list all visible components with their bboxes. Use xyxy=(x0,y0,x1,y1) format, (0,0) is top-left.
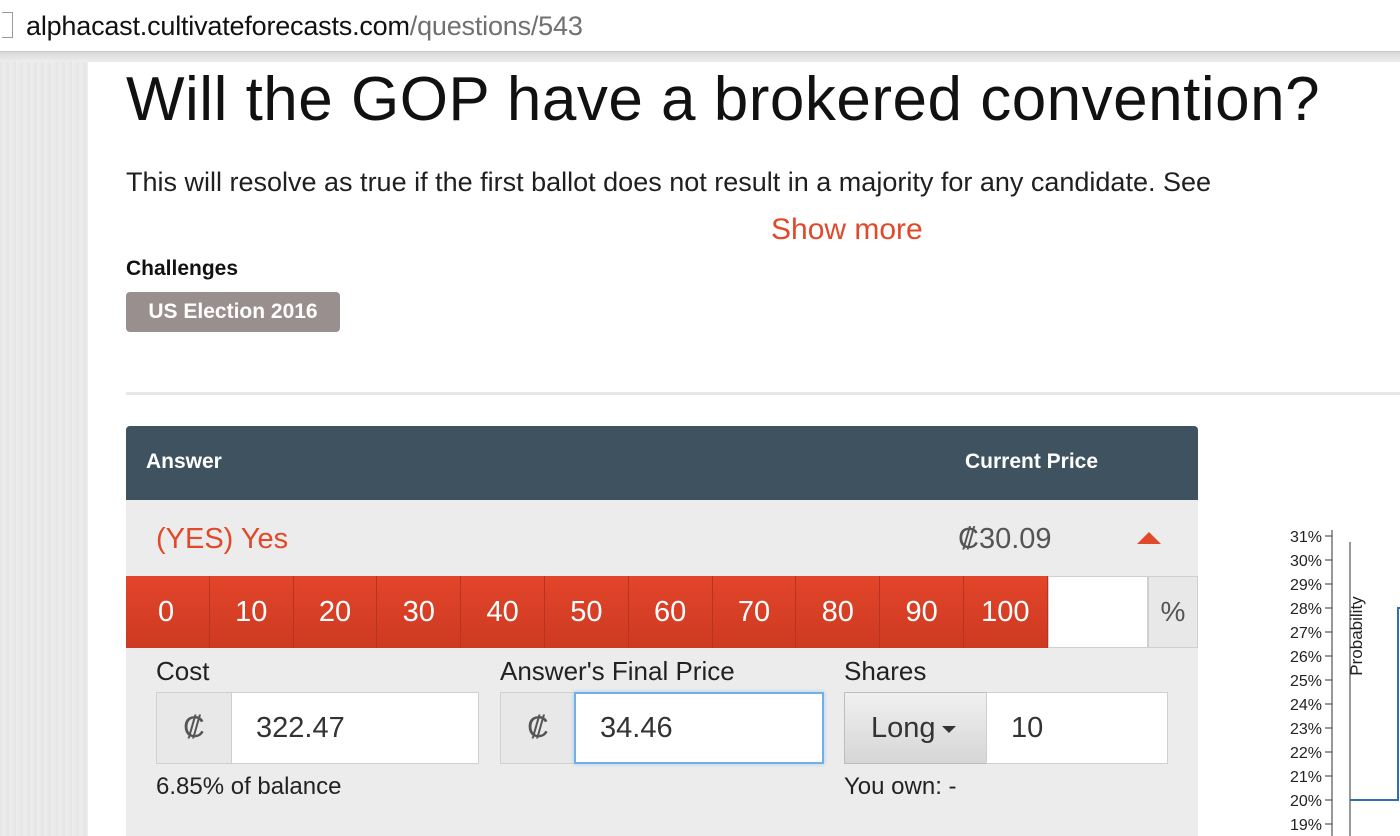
direction-dropdown[interactable]: Long xyxy=(844,692,987,764)
cost-currency-icon: ₡ xyxy=(156,692,232,764)
chart-y-tick-label: 26% xyxy=(1290,649,1322,666)
panel-header: Answer Current Price xyxy=(126,426,1198,500)
chart-y-tick-label: 31% xyxy=(1290,529,1322,546)
chart-y-tick-label: 21% xyxy=(1290,769,1322,786)
chart-y-tick-label: 28% xyxy=(1290,601,1322,618)
cost-input[interactable]: 322.47 xyxy=(231,692,479,764)
shares-input[interactable]: 10 xyxy=(986,692,1168,764)
question-description: This will resolve as true if the first b… xyxy=(126,167,1212,197)
prob-button-10[interactable]: 10 xyxy=(209,576,294,648)
owned-shares-note: You own: - xyxy=(844,773,957,800)
prob-button-0[interactable]: 0 xyxy=(126,576,210,648)
chart-ylabel: Probability xyxy=(1347,596,1366,676)
collapse-caret-icon[interactable] xyxy=(1137,532,1161,544)
prob-button-80[interactable]: 80 xyxy=(796,576,881,648)
chart-y-tick-label: 23% xyxy=(1290,721,1322,738)
prob-button-20[interactable]: 20 xyxy=(293,576,378,648)
cost-label: Cost xyxy=(156,656,210,686)
shares-label: Shares xyxy=(844,656,927,686)
left-background-strip xyxy=(0,62,88,836)
prob-button-60[interactable]: 60 xyxy=(628,576,713,648)
chart-y-tick-label: 19% xyxy=(1290,817,1322,834)
probability-button-bar: 0 10 20 30 40 50 60 70 80 90 100 xyxy=(126,576,1048,648)
prob-button-100[interactable]: 100 xyxy=(963,576,1048,648)
final-price-input[interactable]: 34.46 xyxy=(574,692,824,764)
header-current-price: Current Price xyxy=(965,450,1099,473)
header-answer: Answer xyxy=(146,450,222,473)
show-more-link[interactable]: Show more xyxy=(771,213,923,246)
toolbar-shadow xyxy=(0,52,1400,62)
page-icon xyxy=(2,12,13,38)
prob-button-40[interactable]: 40 xyxy=(461,576,545,648)
browser-url-bar[interactable]: alphacast.cultivateforecasts.com/questio… xyxy=(0,0,1400,52)
chart-y-tick-label: 22% xyxy=(1290,745,1322,762)
chart-y-tick-label: 30% xyxy=(1290,553,1322,570)
final-price-currency-icon: ₡ xyxy=(500,692,576,764)
chevron-down-icon xyxy=(941,725,956,733)
answer-label[interactable]: (YES) Yes xyxy=(156,523,289,555)
challenges-label: Challenges xyxy=(126,257,239,280)
chart-y-tick-label: 27% xyxy=(1290,625,1322,642)
answer-panel: Answer Current Price (YES) Yes ₡30.09 0 … xyxy=(126,426,1198,836)
page-title: Will the GOP have a brokered convention? xyxy=(126,65,1321,134)
chart-y-tick-label: 24% xyxy=(1290,697,1322,714)
prob-button-90[interactable]: 90 xyxy=(880,576,964,648)
chart-y-tick-label: 20% xyxy=(1290,793,1322,810)
answer-row[interactable]: (YES) Yes ₡30.09 xyxy=(126,500,1198,576)
probability-chart: Probability 31% 30% 29% 28% 27% 26% 25% 24% 23% 2… xyxy=(1290,529,1400,836)
percent-suffix: % xyxy=(1148,576,1198,648)
chart-series-line xyxy=(1350,607,1400,801)
answer-current-price: ₡30.09 xyxy=(958,523,1052,555)
url-path: /questions/543 xyxy=(409,11,583,41)
balance-note: 6.85% of balance xyxy=(156,773,342,800)
chart-y-tick-label: 25% xyxy=(1290,673,1322,690)
chart-y-tick-label: 29% xyxy=(1290,577,1322,594)
challenge-tag[interactable]: US Election 2016 xyxy=(126,292,340,332)
prob-button-70[interactable]: 70 xyxy=(712,576,797,648)
prob-button-30[interactable]: 30 xyxy=(377,576,462,648)
url-host: alphacast.cultivateforecasts.com xyxy=(26,11,410,41)
direction-value: Long xyxy=(871,712,936,744)
final-price-label: Answer's Final Price xyxy=(500,656,735,686)
divider xyxy=(126,392,1400,395)
probability-input[interactable] xyxy=(1048,576,1148,648)
url-text[interactable]: alphacast.cultivateforecasts.com/questio… xyxy=(26,10,583,42)
prob-button-50[interactable]: 50 xyxy=(544,576,629,648)
